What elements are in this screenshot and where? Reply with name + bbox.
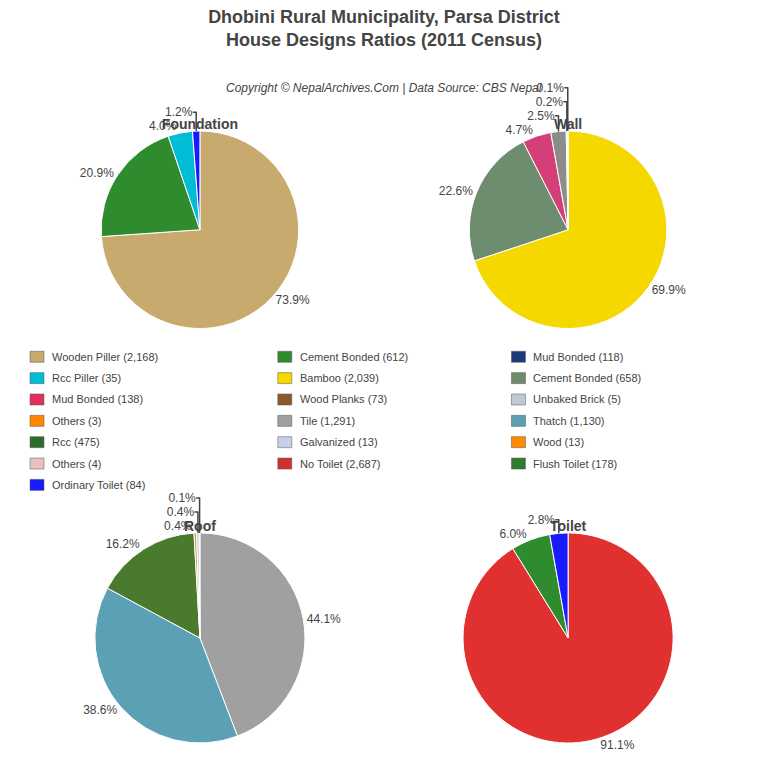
svg-text:0.2%: 0.2%	[536, 95, 564, 109]
svg-text:Rcc Piller (35): Rcc Piller (35)	[52, 372, 121, 384]
svg-text:0.4%: 0.4%	[164, 519, 192, 533]
svg-text:Toilet: Toilet	[550, 518, 587, 534]
svg-text:Wood (13): Wood (13)	[533, 436, 584, 448]
svg-text:Others (3): Others (3)	[52, 415, 102, 427]
svg-text:1.2%: 1.2%	[165, 105, 193, 119]
svg-text:2.8%: 2.8%	[528, 513, 556, 527]
svg-text:Mud Bonded (138): Mud Bonded (138)	[52, 393, 143, 405]
svg-text:69.9%: 69.9%	[652, 283, 686, 297]
svg-text:16.2%: 16.2%	[106, 537, 140, 551]
svg-text:Cement Bonded (612): Cement Bonded (612)	[300, 351, 408, 363]
svg-text:38.6%: 38.6%	[83, 703, 117, 717]
svg-text:4.7%: 4.7%	[505, 123, 533, 137]
svg-text:0.4%: 0.4%	[167, 505, 195, 519]
svg-text:2.5%: 2.5%	[527, 109, 555, 123]
svg-text:6.0%: 6.0%	[499, 527, 527, 541]
svg-text:73.9%: 73.9%	[276, 293, 310, 307]
svg-text:No Toilet (2,687): No Toilet (2,687)	[300, 458, 381, 470]
svg-text:Ordinary Toilet (84): Ordinary Toilet (84)	[52, 479, 145, 491]
svg-text:Unbaked Brick (5): Unbaked Brick (5)	[533, 393, 621, 405]
svg-text:Wood Planks (73): Wood Planks (73)	[300, 393, 387, 405]
svg-text:Flush Toilet (178): Flush Toilet (178)	[533, 458, 617, 470]
svg-text:Foundation: Foundation	[162, 116, 238, 132]
svg-text:Cement Bonded (658): Cement Bonded (658)	[533, 372, 641, 384]
svg-text:Tile (1,291): Tile (1,291)	[300, 415, 355, 427]
svg-text:0.1%: 0.1%	[168, 491, 196, 505]
svg-text:Dhobini Rural Municipality, Pa: Dhobini Rural Municipality, Parsa Distri…	[208, 7, 560, 50]
svg-text:Rcc (475): Rcc (475)	[52, 436, 100, 448]
svg-text:Thatch (1,130): Thatch (1,130)	[533, 415, 605, 427]
svg-text:Galvanized (13): Galvanized (13)	[300, 436, 378, 448]
svg-text:Wall: Wall	[554, 116, 582, 132]
svg-text:20.9%: 20.9%	[80, 166, 114, 180]
svg-text:44.1%: 44.1%	[307, 612, 341, 626]
svg-text:Wooden Piller (2,168): Wooden Piller (2,168)	[52, 351, 158, 363]
svg-text:Roof: Roof	[184, 518, 216, 534]
svg-text:Others (4): Others (4)	[52, 458, 102, 470]
svg-text:Copyright © NepalArchives.Com: Copyright © NepalArchives.Com | Data Sou…	[226, 81, 542, 95]
svg-text:22.6%: 22.6%	[439, 184, 473, 198]
svg-text:4.0%: 4.0%	[149, 119, 177, 133]
svg-text:91.1%: 91.1%	[600, 738, 634, 752]
svg-text:0.1%: 0.1%	[537, 81, 565, 95]
svg-text:Mud Bonded (118): Mud Bonded (118)	[533, 351, 623, 363]
svg-text:Bamboo (2,039): Bamboo (2,039)	[300, 372, 379, 384]
